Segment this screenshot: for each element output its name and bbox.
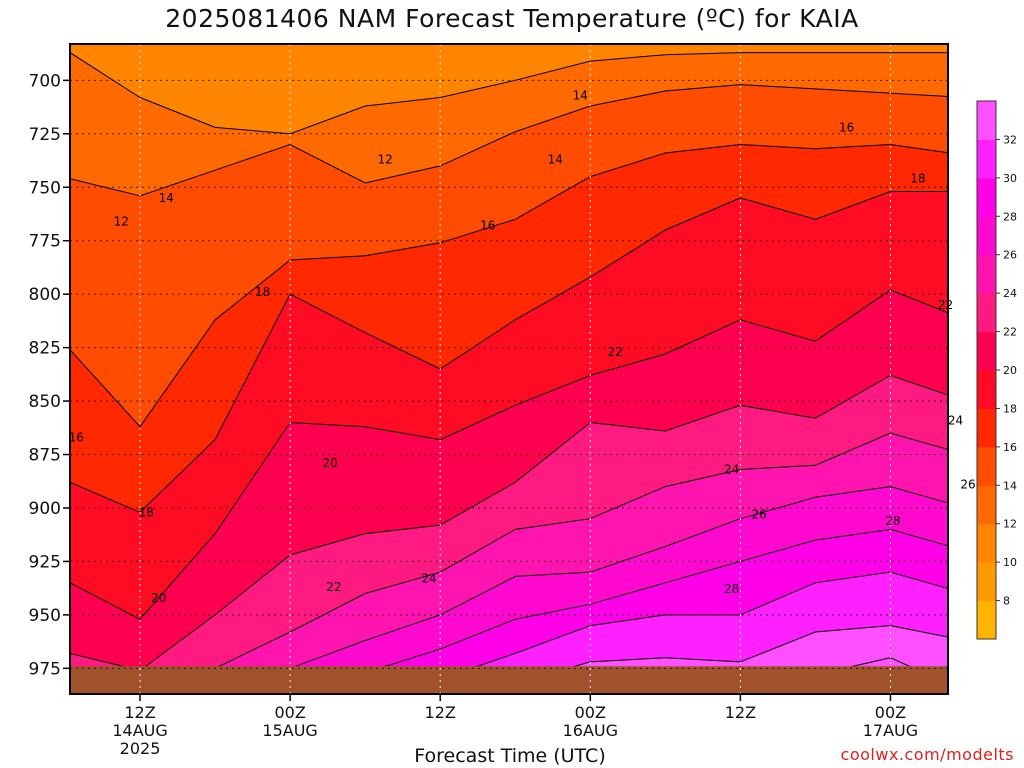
contour-label: 12 <box>378 152 393 166</box>
contour-fills <box>70 44 948 694</box>
colorbar-swatch <box>977 139 996 179</box>
surface-fill <box>70 666 948 694</box>
colorbar-label: 32 <box>1003 133 1017 146</box>
contour-label: 14 <box>159 191 174 205</box>
x-tick-label: 00Z <box>575 703 606 722</box>
x-tick-label: 14AUG <box>112 721 167 740</box>
x-tick-label: 00Z <box>875 703 906 722</box>
y-tick-label: 700 <box>29 71 61 91</box>
contour-label: 20 <box>323 456 338 470</box>
y-tick-label: 950 <box>29 606 61 626</box>
x-tick-label: 15AUG <box>262 721 317 740</box>
colorbar-swatch <box>977 216 996 256</box>
x-tick-label: 00Z <box>274 703 305 722</box>
x-tick-label: 12Z <box>124 703 155 722</box>
x-tick-label: 16AUG <box>563 721 618 740</box>
colorbar-swatch <box>977 101 996 140</box>
contour-label: 28 <box>724 582 739 596</box>
y-axis: 700 725 750 775 800 825 850 875 900 925 950 975 <box>29 71 70 679</box>
colorbar-swatch <box>977 562 996 602</box>
contour-label: 14 <box>573 88 588 102</box>
x-tick-label: 12Z <box>725 703 756 722</box>
plot-frame <box>69 43 949 695</box>
colorbar-label: 16 <box>1003 441 1017 454</box>
y-tick-label: 850 <box>29 392 61 412</box>
colorbar-swatch <box>977 331 996 371</box>
colorbar-label: 20 <box>1003 364 1017 377</box>
contour-label: 16 <box>480 219 495 233</box>
y-tick-label: 975 <box>29 659 61 679</box>
contour-label: 12 <box>114 214 129 228</box>
contour-label: 24 <box>421 572 436 586</box>
y-tick-label: 800 <box>29 285 61 305</box>
y-tick-label: 875 <box>29 446 61 466</box>
y-tick-label: 750 <box>29 178 61 198</box>
colorbar-swatch <box>977 408 996 448</box>
colorbar-label: 12 <box>1003 518 1017 531</box>
y-tick-label: 925 <box>29 552 61 572</box>
y-tick-label: 725 <box>29 125 61 145</box>
colorbar-label: 10 <box>1003 556 1017 569</box>
y-tick-label: 825 <box>29 339 61 359</box>
contour-label: 24 <box>948 413 963 427</box>
colorbar-swatch <box>977 293 996 333</box>
contour-label: 28 <box>885 514 900 528</box>
colorbar-swatch <box>977 523 996 563</box>
contour-label: 18 <box>255 285 270 299</box>
credit-text: coolwx.com/modelts <box>840 745 1014 764</box>
colorbar-swatch <box>977 370 996 409</box>
colorbar-label: 22 <box>1003 326 1017 339</box>
colorbar-swatch <box>977 177 996 217</box>
contour-labels: 14 16 12 14 18 14 12 16 18 22 22 24 16 20 24 26 18 26 28 24… <box>69 88 976 604</box>
contour-label: 16 <box>839 120 854 134</box>
contour-label: 16 <box>69 430 84 444</box>
contour-label: 24 <box>724 462 739 476</box>
y-tick-label: 775 <box>29 232 61 252</box>
ground-surface <box>70 666 948 694</box>
x-tick-label: 17AUG <box>863 721 918 740</box>
x-tick-label: 2025 <box>120 739 161 758</box>
contour-label: 14 <box>548 152 563 166</box>
contour-label: 18 <box>910 172 925 186</box>
y-tick-label: 900 <box>29 499 61 519</box>
contour-label: 20 <box>151 591 166 605</box>
chart-title: 2025081406 NAM Forecast Temperature (ºC)… <box>165 4 859 33</box>
isotherm-line <box>70 52 948 135</box>
band-fill <box>70 44 948 134</box>
contour-label: 18 <box>139 505 154 519</box>
contour-label: 26 <box>960 477 975 491</box>
contour-label: 22 <box>326 580 341 594</box>
colorbar-label: 30 <box>1003 172 1017 185</box>
contour-label: 22 <box>938 298 953 312</box>
colorbar-swatch <box>977 600 996 640</box>
isotherm-line <box>70 191 948 513</box>
colorbar-label: 24 <box>1003 287 1017 300</box>
contour-label: 26 <box>752 507 767 521</box>
colorbar-label: 8 <box>1003 595 1010 608</box>
colorbar-swatch <box>977 485 996 525</box>
colorbar-label: 14 <box>1003 479 1017 492</box>
colorbar-label: 26 <box>1003 249 1017 262</box>
contour-label: 22 <box>608 345 623 359</box>
x-axis-title: Forecast Time (UTC) <box>414 745 606 767</box>
colorbar-label: 18 <box>1003 402 1017 415</box>
colorbar-swatch <box>977 254 996 294</box>
colorbar: 8 10 12 14 16 18 20 22 24 26 28 30 32 <box>976 100 1017 640</box>
colorbar-swatch <box>977 446 996 486</box>
x-tick-label: 12Z <box>425 703 456 722</box>
grid-lines <box>70 44 948 694</box>
colorbar-label: 28 <box>1003 210 1017 223</box>
